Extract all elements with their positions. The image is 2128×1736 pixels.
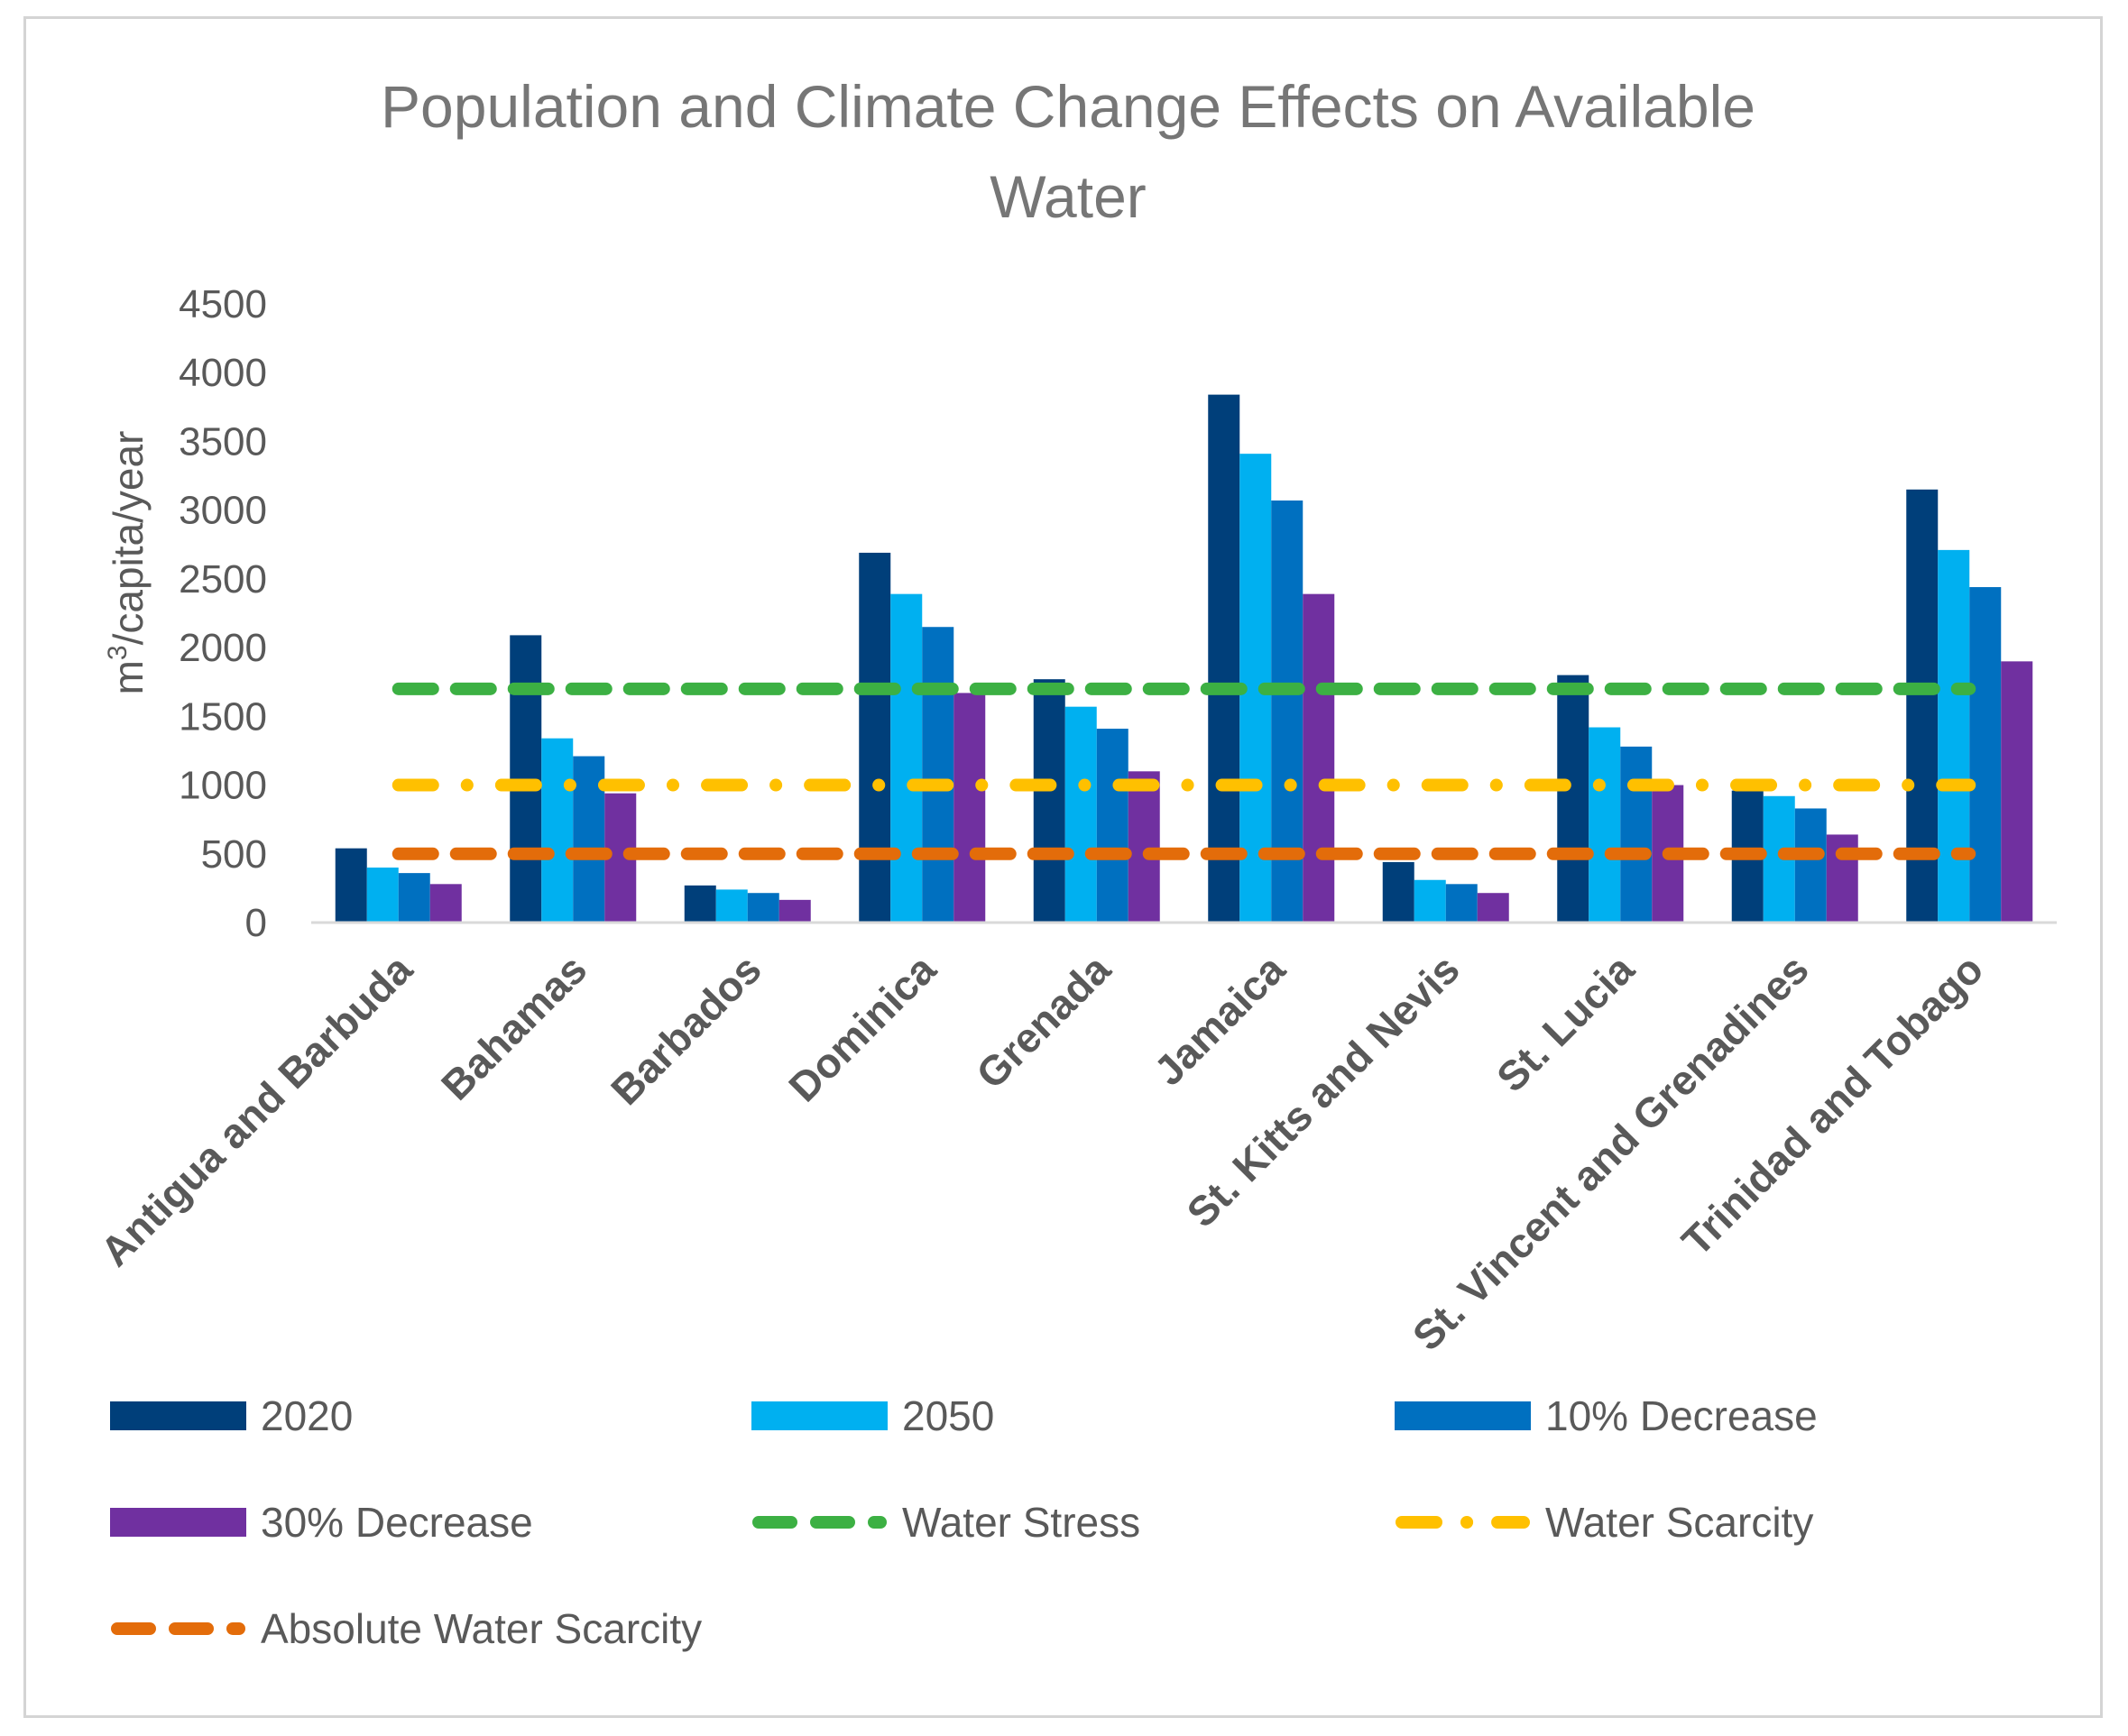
bars [335, 394, 2033, 923]
bar-dominica-2050 [890, 593, 923, 923]
y-tick-label: 4000 [179, 351, 267, 395]
y-axis-label: m3/capita/year [103, 431, 152, 695]
bar-antigua-and-barbuda-30-decrease [429, 884, 462, 923]
category-label-barbados: Barbados [602, 945, 770, 1114]
y-axis-label-suffix: /capita/year [105, 431, 152, 646]
legend-label: 10% Decrease [1545, 1392, 1818, 1439]
bar-barbados-10-decrease [747, 893, 779, 923]
bar-trinidad-and-tobago-30-decrease [2001, 661, 2033, 923]
y-axis-label-superscript: 3 [103, 645, 133, 660]
y-tick-label: 3000 [179, 489, 267, 533]
bar-antigua-and-barbuda-10-decrease [398, 873, 430, 923]
category-label-st-lucia: St. Lucia [1488, 945, 1644, 1101]
bar-jamaica-2020 [1208, 394, 1240, 923]
y-tick-label: 3500 [179, 419, 267, 464]
legend-swatch [1395, 1401, 1531, 1430]
legend-label: Water Scarcity [1545, 1499, 1813, 1546]
legend-swatch [751, 1401, 888, 1430]
y-tick-label: 2000 [179, 626, 267, 670]
legend-item-2050: 2050 [751, 1392, 994, 1439]
y-axis-label-unit: m [105, 660, 152, 694]
category-labels: Antigua and Barbuda Bahamas Barbados Domini… [91, 945, 1992, 1359]
category-label-grenada: Grenada [967, 945, 1119, 1098]
bar-barbados-30-decrease [778, 899, 811, 923]
bar-st-lucia-2020 [1557, 675, 1589, 923]
y-tick-label: 4500 [179, 282, 267, 326]
legend-label: Absolute Water Scarcity [261, 1605, 702, 1652]
bar-st-kitts-and-nevis-10-decrease [1445, 884, 1478, 923]
bar-dominica-30-decrease [953, 693, 986, 923]
y-tick-label: 1500 [179, 694, 267, 739]
bar-grenada-2050 [1064, 706, 1097, 923]
bar-antigua-and-barbuda-2020 [335, 848, 367, 923]
y-tick-label: 500 [201, 832, 267, 877]
chart-title-line-2: Water [990, 163, 1147, 230]
legend-item-water-stress: Water Stress [752, 1499, 1140, 1546]
legend-item-30-decrease: 30% Decrease [110, 1499, 533, 1546]
bar-st-lucia-10-decrease [1620, 746, 1653, 923]
category-label-dominica: Dominica [779, 945, 944, 1110]
threshold-lines [392, 682, 1976, 860]
legend: 2020 2050 10% Decrease 30% Decrease Water St… [110, 1392, 1818, 1652]
legend-swatch [110, 1401, 246, 1430]
bar-grenada-30-decrease [1128, 771, 1160, 923]
legend-label: 30% Decrease [261, 1499, 533, 1546]
category-label-trinidad-and-tobago: Trinidad and Tobago [1672, 945, 1992, 1264]
chart-title: Population and Climate Change Effects on… [381, 73, 1755, 230]
category-label-jamaica: Jamaica [1145, 945, 1294, 1094]
legend-item-10-decrease: 10% Decrease [1395, 1392, 1818, 1439]
bar-grenada-10-decrease [1096, 729, 1128, 923]
bar-st-kitts-and-nevis-2050 [1414, 879, 1446, 923]
bar-st-kitts-and-nevis-2020 [1382, 861, 1414, 923]
chart-title-line-1: Population and Climate Change Effects on… [381, 73, 1755, 140]
y-axis-ticks: 0 500 1000 1500 2000 2500 3000 3500 4000 4500 [179, 282, 267, 945]
legend-label: 2050 [902, 1392, 994, 1439]
bar-st-vincent-and-grenadines-10-decrease [1794, 808, 1827, 923]
bar-barbados-2050 [715, 889, 748, 923]
legend-label: 2020 [261, 1392, 353, 1439]
y-tick-label: 0 [245, 901, 267, 945]
category-label-antigua-and-barbuda: Antigua and Barbuda [91, 945, 421, 1275]
legend-item-2020: 2020 [110, 1392, 353, 1439]
bar-st-lucia-2050 [1589, 727, 1621, 923]
bar-st-kitts-and-nevis-30-decrease [1477, 893, 1509, 923]
category-label-bahamas: Bahamas [432, 945, 595, 1108]
bar-dominica-10-decrease [922, 627, 954, 923]
legend-label: Water Stress [902, 1499, 1140, 1546]
bar-bahamas-2050 [541, 738, 574, 923]
bar-grenada-2020 [1033, 679, 1065, 923]
bar-jamaica-30-decrease [1303, 593, 1335, 923]
legend-item-water-scarcity: Water Scarcity [1396, 1499, 1813, 1546]
y-tick-label: 2500 [179, 557, 267, 602]
bar-trinidad-and-tobago-2050 [1938, 549, 1970, 923]
bar-dominica-2020 [859, 552, 891, 923]
bar-trinidad-and-tobago-10-decrease [1969, 587, 2002, 923]
y-tick-label: 1000 [179, 764, 267, 808]
bar-antigua-and-barbuda-2050 [366, 868, 399, 923]
legend-swatch [110, 1508, 246, 1537]
bar-barbados-2020 [684, 885, 716, 923]
legend-item-absolute-water-scarcity: Absolute Water Scarcity [111, 1605, 702, 1652]
